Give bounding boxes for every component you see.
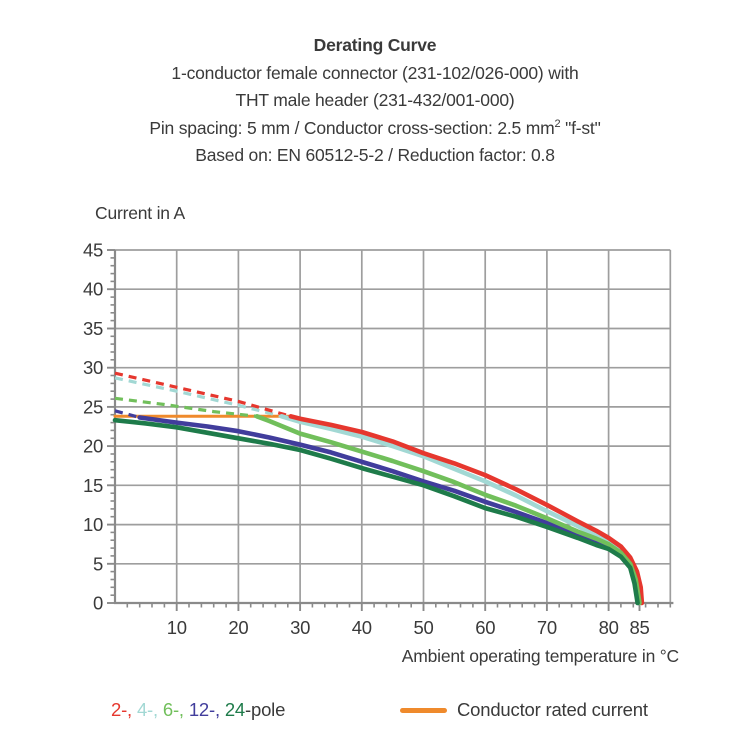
legend-pole-suffix: -pole [245, 699, 286, 720]
x-tick-label: 30 [290, 617, 310, 638]
chart-title: Derating Curve [313, 35, 437, 55]
y-axis-title: Current in A [95, 203, 186, 223]
x-tick-label: 10 [167, 617, 187, 638]
y-tick-label: 20 [83, 436, 103, 457]
x-tick-label: 80 [599, 617, 619, 638]
curve-dashed-12-pole [114, 409, 141, 420]
legend-6-pole: 6-, [162, 699, 189, 720]
legend-2-pole: 2-, [111, 699, 137, 720]
y-tick-label: 5 [93, 553, 103, 574]
legend-4-pole: 4-, [136, 699, 163, 720]
legend-pole-counts: 2-, 4-, 6-, 12-, 24-pole [111, 699, 285, 721]
y-tick-label: 0 [93, 593, 103, 614]
y-tick-label: 35 [83, 318, 103, 339]
x-tick-label: 60 [475, 617, 495, 638]
curve-2-pole [288, 413, 645, 606]
x-tick-label: 40 [352, 617, 372, 638]
x-tick-label: 70 [537, 617, 557, 638]
y-tick-label: 15 [83, 475, 103, 496]
chart-header: Derating Curve 1-conductor female connec… [0, 32, 750, 170]
curve-dashed-2-pole [114, 371, 292, 418]
chart-subtitle-connector: 1-conductor female connector (231-102/02… [171, 62, 579, 83]
chart-subtitle-spacing: Pin spacing: 5 mm / Conductor cross-sect… [0, 115, 750, 143]
legend-24-pole: 24 [224, 699, 246, 720]
curve-dashed-4-pole [114, 376, 282, 418]
curve-dashed-6-pole [114, 396, 258, 418]
x-axis-title: Ambient operating temperature in °C [401, 646, 679, 666]
y-tick-label: 30 [83, 357, 103, 378]
y-tick-label: 40 [83, 279, 103, 300]
superscript-2: 2 [554, 117, 561, 130]
curve-6-pole [254, 413, 642, 606]
y-tick-label: 45 [83, 240, 103, 261]
y-tick-label: 10 [83, 514, 103, 535]
x-tick-label: 20 [228, 617, 248, 638]
legend-12-pole: 12-, [188, 699, 225, 720]
chart-subtitle-basis: Based on: EN 60512-5-2 / Reduction facto… [195, 145, 555, 166]
conductor-rated-current-swatch [400, 708, 447, 713]
x-tick-label: 50 [414, 617, 434, 638]
y-tick-label: 25 [83, 396, 103, 417]
spacing-text: Pin spacing: 5 mm / Conductor cross-sect… [149, 117, 555, 138]
spacing-text-suffix: "f-st" [560, 117, 601, 138]
conductor-rated-current-label: Conductor rated current [457, 699, 648, 720]
chart-subtitle-header: THT male header (231-432/001-000) [235, 90, 515, 111]
curve-24-pole [112, 417, 640, 606]
x-tick-label: 85 [630, 617, 650, 638]
